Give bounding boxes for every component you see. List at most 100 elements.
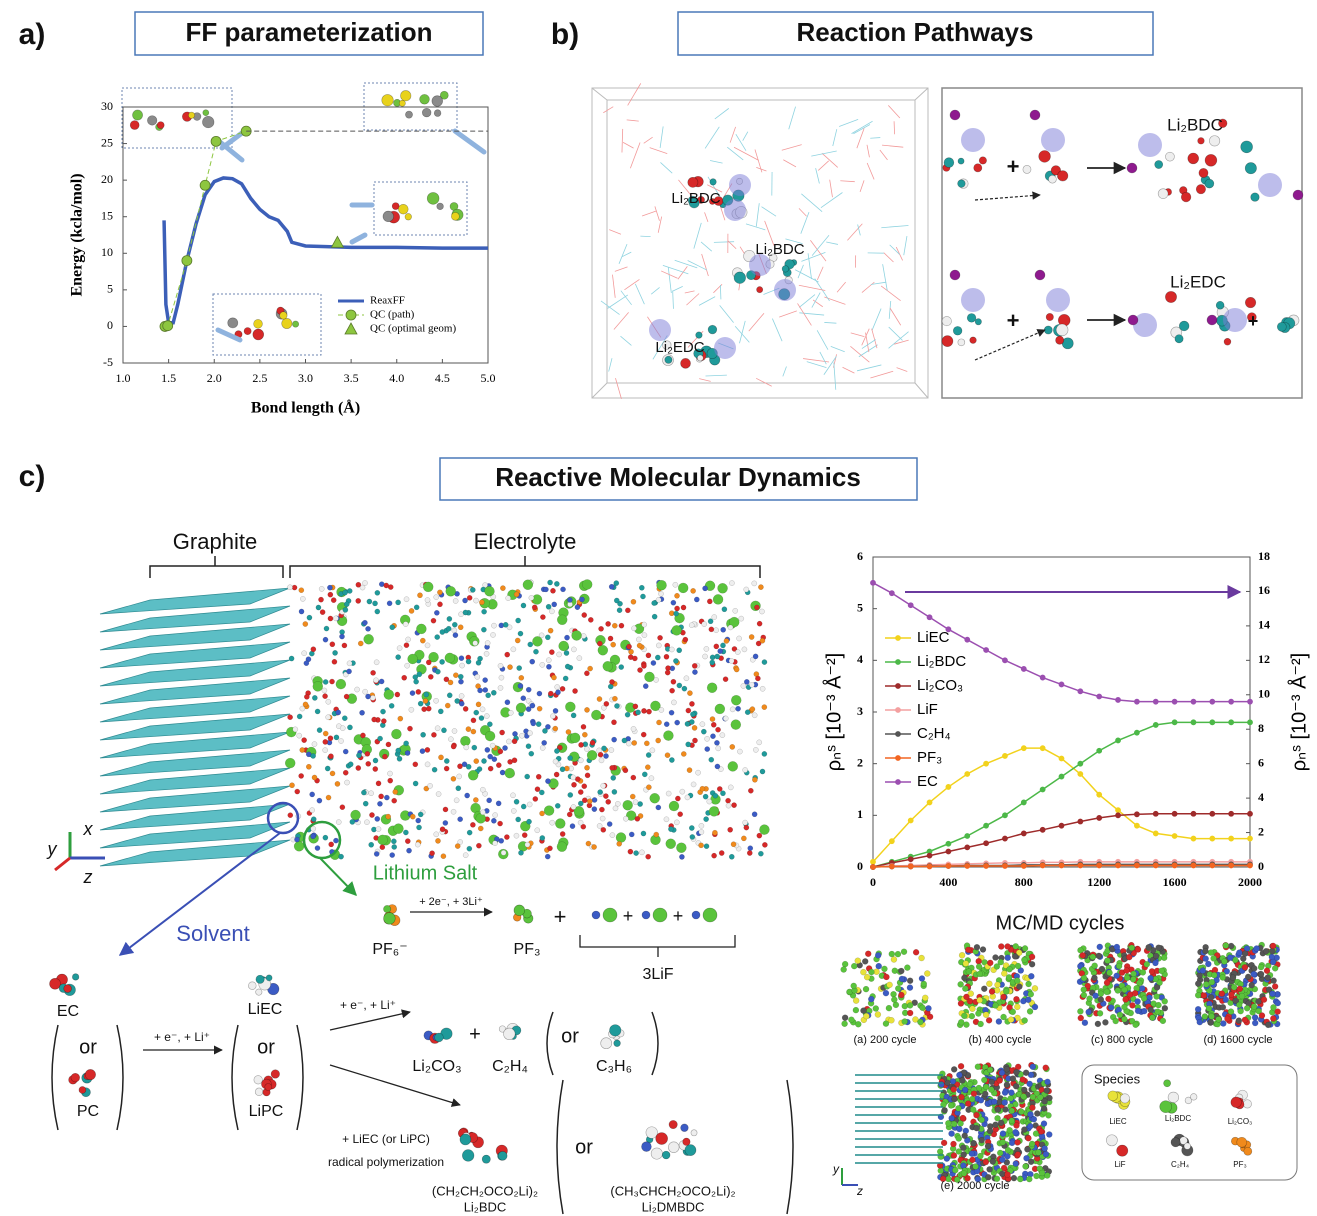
atom (1013, 996, 1020, 1003)
atom (727, 761, 738, 772)
atom (637, 667, 643, 673)
atom (918, 954, 925, 962)
atom (1048, 174, 1057, 184)
atom (860, 1007, 867, 1014)
atom (1021, 1086, 1028, 1094)
atom (570, 804, 577, 810)
plus: + (673, 906, 684, 926)
atom (636, 642, 643, 649)
connector (621, 251, 632, 258)
connector (779, 310, 797, 318)
atom (717, 583, 728, 594)
y2-tick-label: 2 (1258, 824, 1264, 838)
atom (708, 626, 715, 633)
atom (1241, 950, 1249, 957)
connector (894, 339, 909, 345)
atom (484, 586, 495, 597)
atom (709, 178, 717, 186)
atom (684, 1144, 697, 1156)
connector (674, 259, 698, 269)
atom (1154, 160, 1164, 169)
atom (443, 765, 450, 772)
atom (1001, 970, 1008, 977)
atom (475, 701, 482, 708)
connector (677, 266, 688, 280)
atom (676, 842, 687, 853)
atom (424, 642, 431, 649)
title-box (677, 11, 1154, 56)
atom (1013, 1122, 1020, 1129)
atom (969, 1156, 976, 1164)
atom (328, 841, 335, 848)
atom (1012, 1160, 1019, 1167)
atom (699, 721, 706, 727)
atom (707, 598, 713, 605)
atom (888, 1017, 895, 1024)
data-point (1209, 810, 1216, 817)
atom (636, 636, 642, 643)
atom (1202, 955, 1209, 962)
atom (890, 956, 898, 963)
atom (408, 706, 415, 713)
atom (571, 646, 577, 653)
atom (343, 693, 350, 700)
atom (973, 1111, 980, 1119)
connector (215, 327, 243, 343)
data-point (181, 255, 193, 267)
atom (609, 679, 615, 685)
atom (974, 1063, 982, 1070)
atom (695, 769, 701, 776)
atom (285, 757, 296, 769)
x-tick-label: 2000 (1238, 875, 1262, 889)
connector (704, 212, 709, 223)
atom (301, 737, 307, 743)
atom (454, 698, 461, 704)
x-tick-label: 2.0 (207, 371, 222, 385)
atom (547, 627, 554, 634)
atom (538, 632, 545, 639)
atom (1008, 1107, 1016, 1115)
atom (1205, 1005, 1213, 1012)
atom (1236, 1136, 1248, 1148)
atom (1227, 942, 1235, 950)
atom (355, 598, 362, 604)
atom (453, 672, 459, 678)
atom (670, 678, 677, 685)
atom (977, 1152, 984, 1160)
atom (1224, 1015, 1231, 1023)
atom (625, 607, 631, 614)
atom (1012, 1129, 1019, 1136)
atom (886, 981, 893, 989)
atom (616, 841, 623, 847)
atom (684, 721, 691, 727)
atom (758, 850, 764, 857)
atom (520, 695, 527, 702)
atom (463, 744, 470, 751)
atom (603, 753, 609, 759)
atom (555, 818, 566, 829)
atom (298, 608, 305, 615)
atom (608, 583, 615, 590)
atom (572, 688, 578, 694)
atom (991, 1098, 998, 1106)
atom (716, 786, 723, 792)
atom (532, 636, 543, 647)
atom (524, 773, 530, 780)
atom (955, 1105, 962, 1112)
atom (1243, 1005, 1251, 1012)
legend-marker (895, 779, 901, 785)
atom (391, 728, 402, 740)
atom (730, 841, 737, 848)
atom (576, 655, 583, 661)
data-point (1247, 719, 1253, 726)
atom (696, 354, 704, 362)
atom (1269, 958, 1277, 966)
atom (129, 120, 140, 130)
atom (451, 627, 458, 634)
atom (756, 620, 763, 627)
atom (481, 626, 487, 633)
atom (689, 719, 695, 725)
atom (584, 707, 590, 713)
data-point (1190, 862, 1197, 869)
atom (471, 744, 478, 751)
